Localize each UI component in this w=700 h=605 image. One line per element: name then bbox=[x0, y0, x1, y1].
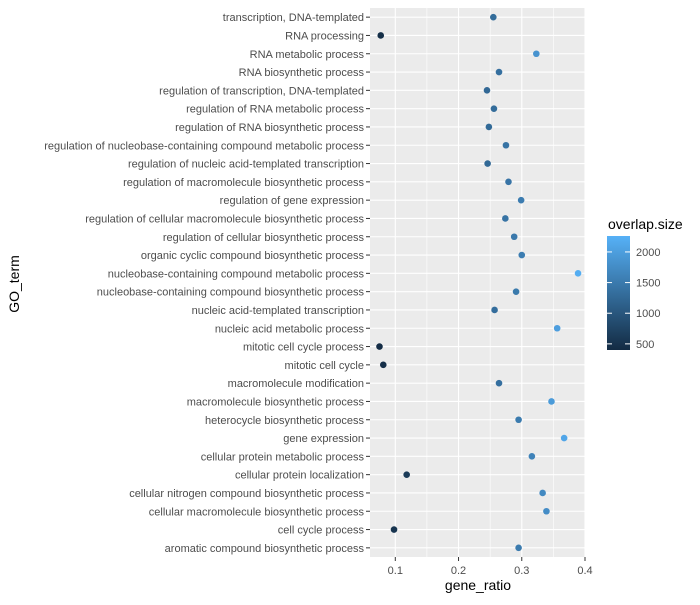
legend-tick-label: 1000 bbox=[636, 308, 660, 320]
y-tick-label: regulation of nucleobase-containing comp… bbox=[44, 140, 364, 152]
y-tick-label: aromatic compound biosynthetic process bbox=[165, 543, 365, 555]
data-point bbox=[517, 196, 525, 204]
data-point bbox=[510, 233, 518, 241]
y-tick-label: mitotic cell cycle process bbox=[243, 342, 365, 354]
data-point bbox=[483, 87, 491, 94]
y-tick-labels: transcription, DNA-templated RNA processi… bbox=[44, 12, 370, 555]
y-tick-label: RNA biosynthetic process bbox=[239, 67, 365, 79]
data-point bbox=[560, 434, 568, 442]
y-tick-label: regulation of macromolecule biosynthetic… bbox=[123, 177, 364, 189]
y-tick-label: cellular protein localization bbox=[235, 470, 364, 482]
data-point bbox=[515, 544, 522, 552]
y-tick-label: regulation of RNA biosynthetic process bbox=[175, 122, 364, 134]
y-tick-label: nucleic acid-templated transcription bbox=[192, 305, 364, 317]
data-point bbox=[533, 50, 540, 58]
x-tick-labels: 0.1 0.2 0.3 0.4 bbox=[388, 557, 593, 577]
data-point bbox=[490, 105, 498, 112]
legend-tick-label: 1500 bbox=[636, 278, 660, 290]
data-point bbox=[539, 489, 546, 497]
y-tick-label: organic cyclic compound biosynthetic pro… bbox=[141, 250, 365, 262]
y-tick-label: regulation of transcription, DNA-templat… bbox=[159, 85, 364, 97]
y-tick-label: gene expression bbox=[283, 433, 364, 445]
y-axis-title: GO_term bbox=[6, 255, 22, 313]
x-tick-label: 0.4 bbox=[577, 565, 592, 577]
data-point bbox=[484, 160, 491, 167]
data-point bbox=[512, 288, 520, 295]
data-point bbox=[574, 270, 582, 277]
data-point bbox=[491, 306, 498, 314]
data-point bbox=[376, 343, 383, 350]
y-tick-label: regulation of RNA metabolic process bbox=[186, 104, 364, 116]
data-point bbox=[495, 379, 503, 387]
data-point bbox=[518, 251, 526, 259]
data-point bbox=[505, 178, 512, 186]
data-point bbox=[490, 13, 497, 21]
legend-tick-label: 500 bbox=[636, 339, 654, 351]
legend-tick-label: 2000 bbox=[636, 247, 660, 259]
y-tick-label: RNA metabolic process bbox=[250, 49, 365, 61]
legend-title: overlap.size bbox=[608, 216, 683, 232]
plot-panel bbox=[370, 8, 585, 557]
data-point bbox=[553, 324, 561, 332]
y-tick-label: transcription, DNA-templated bbox=[223, 12, 364, 24]
y-tick-label: nucleobase-containing compound metabolic… bbox=[108, 268, 365, 280]
y-tick-label: regulation of cellular macromolecule bio… bbox=[85, 213, 364, 225]
data-point bbox=[495, 68, 503, 76]
data-point bbox=[548, 398, 555, 405]
data-point bbox=[379, 361, 387, 369]
legend-colorbar bbox=[607, 236, 630, 350]
data-point bbox=[543, 507, 550, 515]
x-axis-title: gene_ratio bbox=[445, 577, 511, 593]
y-tick-label: nucleobase-containing compound biosynthe… bbox=[97, 287, 365, 299]
y-tick-label: macromolecule biosynthetic process bbox=[187, 396, 365, 408]
y-tick-label: cellular macromolecule biosynthetic proc… bbox=[149, 506, 365, 518]
data-point bbox=[377, 32, 385, 39]
data-point bbox=[515, 416, 522, 424]
y-tick-label: regulation of nucleic acid-templated tra… bbox=[128, 159, 364, 171]
data-point bbox=[502, 141, 510, 149]
y-tick-label: RNA processing bbox=[285, 30, 364, 42]
y-tick-label: macromolecule modification bbox=[228, 378, 364, 390]
y-tick-label: regulation of gene expression bbox=[220, 195, 364, 207]
y-tick-label: mitotic cell cycle bbox=[285, 360, 364, 372]
y-tick-label: cellular nitrogen compound biosynthetic … bbox=[129, 488, 364, 500]
data-point bbox=[485, 123, 493, 131]
y-tick-label: cellular protein metabolic process bbox=[201, 451, 365, 463]
legend-ticks: 500 1000 1500 2000 bbox=[607, 247, 660, 351]
x-tick-label: 0.1 bbox=[388, 565, 403, 577]
y-tick-label: heterocycle biosynthetic process bbox=[205, 415, 364, 427]
data-point bbox=[528, 453, 536, 460]
y-tick-label: nucleic acid metabolic process bbox=[215, 323, 365, 335]
data-point bbox=[390, 526, 398, 533]
data-point bbox=[502, 215, 509, 222]
color-legend: overlap.size 500 1000 1500 2000 bbox=[607, 216, 683, 351]
data-points bbox=[376, 13, 582, 552]
y-tick-label: cell cycle process bbox=[278, 525, 365, 537]
data-point bbox=[403, 471, 410, 478]
x-tick-label: 0.3 bbox=[514, 565, 529, 577]
x-tick-label: 0.2 bbox=[451, 565, 466, 577]
y-tick-label: regulation of cellular biosynthetic proc… bbox=[163, 232, 365, 244]
